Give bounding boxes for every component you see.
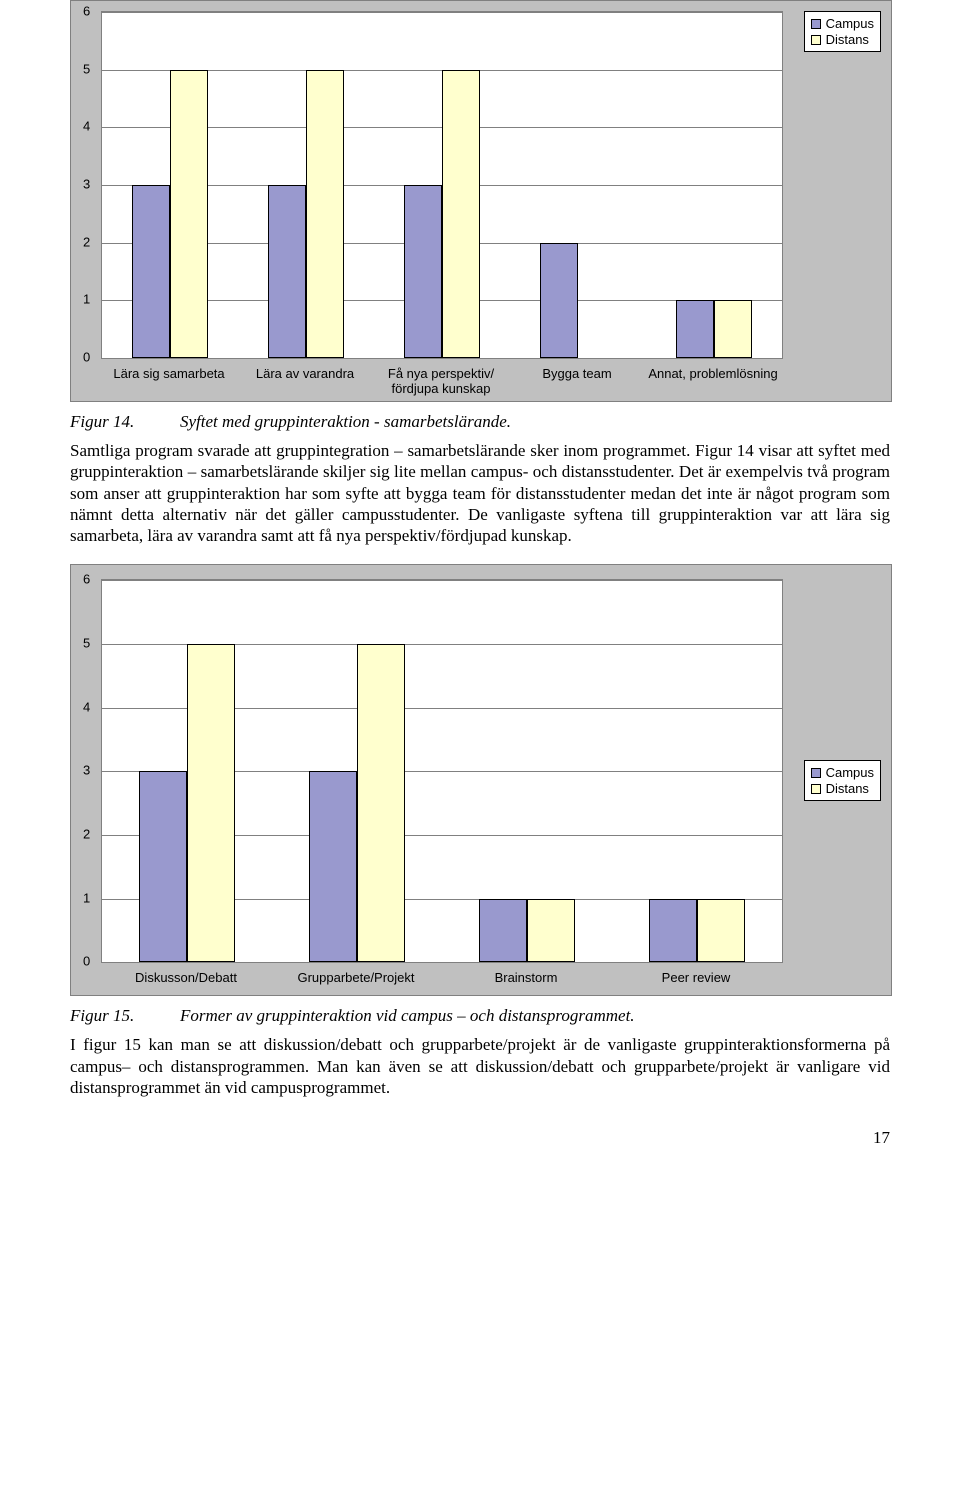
legend-label: Campus [826, 16, 874, 31]
figure-15-chart: 0123456Diskusson/DebattGrupparbete/Proje… [70, 564, 890, 996]
figure-15-caption: Figur 15. Former av gruppinteraktion vid… [70, 1006, 890, 1026]
figure-number: Figur 14. [70, 412, 180, 432]
bar-campus [649, 899, 697, 963]
bar-distans [442, 70, 480, 358]
x-category-label: Annat, problemlösning [647, 367, 779, 382]
bar-campus [540, 243, 578, 358]
legend-swatch [811, 35, 821, 45]
figure-caption-text: Former av gruppinteraktion vid campus – … [180, 1006, 635, 1026]
legend-label: Distans [826, 781, 869, 796]
chart-legend: CampusDistans [804, 11, 881, 52]
chart-legend: CampusDistans [804, 760, 881, 801]
x-category-label: Diskusson/Debatt [103, 971, 269, 986]
bar-distans [714, 300, 752, 358]
page-number: 17 [70, 1128, 890, 1148]
x-category-label: Bygga team [511, 367, 643, 382]
figure-14-chart: 0123456Lära sig samarbetaLära av varandr… [70, 0, 890, 402]
figure-number: Figur 15. [70, 1006, 180, 1026]
bar-campus [139, 771, 187, 962]
bar-campus [404, 185, 442, 358]
bar-distans [697, 899, 745, 963]
legend-swatch [811, 19, 821, 29]
legend-label: Campus [826, 765, 874, 780]
legend-label: Distans [826, 32, 869, 47]
x-category-label: Brainstorm [443, 971, 609, 986]
x-category-label: Lära av varandra [239, 367, 371, 382]
x-category-label: Få nya perspektiv/ fördjupa kunskap [375, 367, 507, 397]
bar-campus [479, 899, 527, 963]
x-category-label: Peer review [613, 971, 779, 986]
paragraph-1: Samtliga program svarade att gruppintegr… [70, 440, 890, 546]
legend-swatch [811, 784, 821, 794]
x-category-label: Lära sig samarbeta [103, 367, 235, 382]
figure-14-caption: Figur 14. Syftet med gruppinteraktion - … [70, 412, 890, 432]
bar-campus [309, 771, 357, 962]
x-category-label: Grupparbete/Projekt [273, 971, 439, 986]
bar-distans [306, 70, 344, 358]
paragraph-2: I figur 15 kan man se att diskussion/deb… [70, 1034, 890, 1098]
figure-caption-text: Syftet med gruppinteraktion - samarbetsl… [180, 412, 511, 432]
legend-swatch [811, 768, 821, 778]
bar-distans [187, 644, 235, 962]
bar-campus [132, 185, 170, 358]
bar-distans [527, 899, 575, 963]
bar-distans [170, 70, 208, 358]
bar-campus [268, 185, 306, 358]
bar-campus [676, 300, 714, 358]
bar-distans [357, 644, 405, 962]
